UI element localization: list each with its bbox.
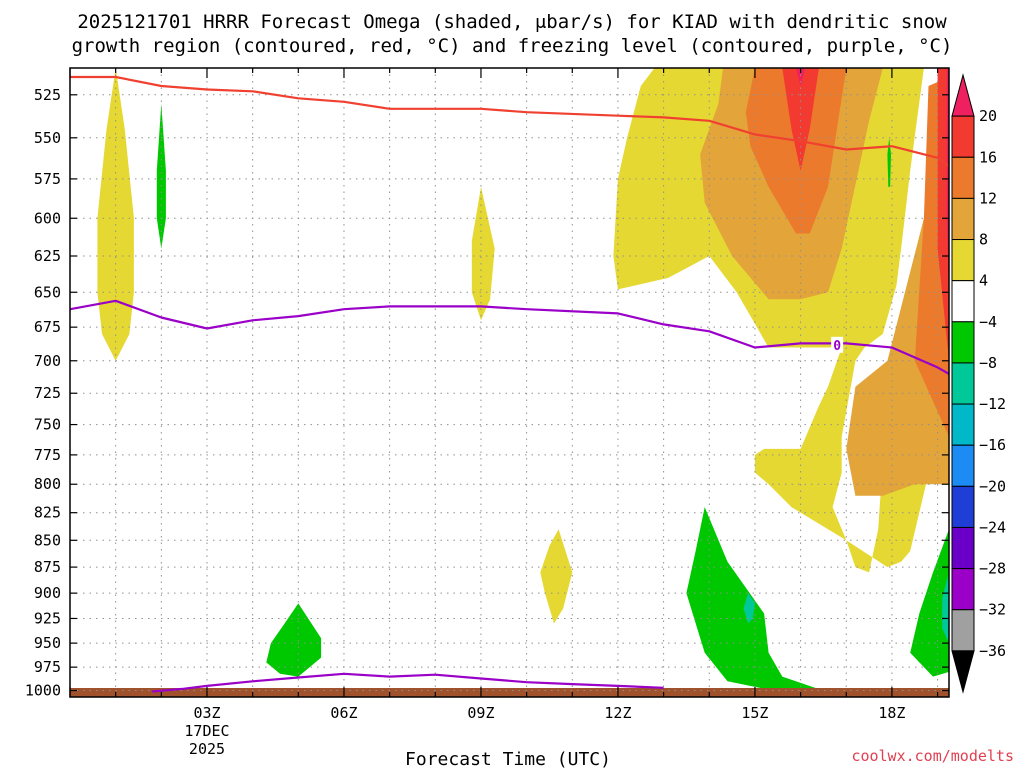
y-tick-label: 625 <box>34 247 61 265</box>
colorbar-swatch <box>951 156 975 199</box>
omega-fill-teal-0 <box>743 593 755 624</box>
x-tick-label: 18Z <box>878 704 905 722</box>
colorbar-swatch <box>951 239 975 282</box>
colorbar-label: −20 <box>979 477 1006 495</box>
omega-fill-green-1 <box>266 603 322 677</box>
y-tick-label: 825 <box>34 504 61 522</box>
x-tick-label: 12Z <box>604 704 631 722</box>
ground-surface <box>70 688 949 697</box>
colorbar-swatch <box>951 280 975 323</box>
y-tick-label: 850 <box>34 531 61 549</box>
colorbar-swatch <box>951 197 975 241</box>
x-tick-label: 03Z <box>193 704 220 722</box>
colorbar-arrow-bottom <box>951 650 975 694</box>
contour-line-2 <box>152 672 664 693</box>
x-tick-label: 06Z <box>330 704 357 722</box>
colorbar-label: −36 <box>979 642 1006 660</box>
colorbar-swatch <box>951 115 975 158</box>
y-tick-label: 1000 <box>25 682 61 700</box>
y-tick-label: 775 <box>34 446 61 464</box>
y-tick-label: 650 <box>34 283 61 301</box>
omega-fill-green-0 <box>156 103 166 249</box>
colorbar-swatch <box>951 362 975 405</box>
contour-label-freezing: 0 <box>833 339 841 354</box>
chart-title-line-2: growth region (contoured, red, °C) and f… <box>72 35 953 57</box>
omega-fill-orange-0 <box>745 68 847 234</box>
y-tick-label: 700 <box>34 352 61 370</box>
colorbar-label: 20 <box>979 107 997 125</box>
colorbar-label: 12 <box>979 189 997 207</box>
x-tick-label: 15Z <box>741 704 768 722</box>
omega-fill-yellow-3 <box>613 68 949 573</box>
colorbar-label: −8 <box>979 354 997 372</box>
temperature-contours: 0 <box>70 75 949 693</box>
colorbar-label: 4 <box>979 272 988 290</box>
omega-fill-yellow-0 <box>97 68 134 361</box>
credit-link[interactable]: coolwx.com/modelts <box>851 747 1014 765</box>
colorbar-label: −32 <box>979 601 1006 619</box>
colorbar-swatch <box>951 321 975 364</box>
y-axis-pressure-ticks: 525 550 575 600 625 650 675 700 725 750 775 800 825 8… <box>25 86 949 700</box>
omega-fill-green-2 <box>686 507 824 691</box>
grid-lines <box>70 68 949 697</box>
omega-shading <box>97 68 949 691</box>
y-tick-label: 875 <box>34 558 61 576</box>
y-tick-label: 725 <box>34 384 61 402</box>
omega-fill-red-1 <box>937 68 949 361</box>
colorbar-swatch <box>951 485 975 528</box>
y-tick-label: 925 <box>34 609 61 627</box>
colorbar-label: 8 <box>979 231 988 249</box>
x-tick-year-label: 2025 <box>189 740 225 758</box>
colorbar-swatch <box>951 568 975 611</box>
y-tick-label: 750 <box>34 416 61 434</box>
contour-line-0 <box>70 75 949 167</box>
colorbar-swatch <box>951 526 975 570</box>
colorbar-swatch <box>951 444 975 487</box>
colorbar-label: −16 <box>979 436 1006 454</box>
omega-fill-green-4 <box>910 529 949 677</box>
colorbar-label: −12 <box>979 395 1006 413</box>
chart-title-line-1: 2025121701 HRRR Forecast Omega (shaded, … <box>77 11 947 33</box>
x-tick-label: 09Z <box>467 704 494 722</box>
plot-frame <box>69 67 950 698</box>
colorbar-legend: 20 16 12 8 4 −4 −8 −12 −16 −20 −24 −28 −32 −36 <box>951 73 1006 694</box>
y-tick-label: 525 <box>34 86 61 104</box>
contour-label-bg <box>831 336 844 353</box>
colorbar-label: −4 <box>979 313 997 331</box>
colorbar-swatch <box>951 403 975 446</box>
y-tick-label: 575 <box>34 170 61 188</box>
omega-fill-red-0 <box>782 68 819 171</box>
omega-fill-green-3 <box>887 137 891 187</box>
y-tick-label: 675 <box>34 318 61 336</box>
y-tick-label: 800 <box>34 475 61 493</box>
omega-fill-pink-0 <box>796 68 806 86</box>
colorbar-swatch <box>951 609 975 652</box>
colorbar-label: −24 <box>979 518 1006 536</box>
x-axis-label: Forecast Time (UTC) <box>405 749 611 768</box>
x-tick-date-label: 17DEC <box>184 722 229 740</box>
colorbar-label: −28 <box>979 560 1006 578</box>
y-tick-label: 950 <box>34 634 61 652</box>
y-tick-label: 600 <box>34 209 61 227</box>
contour-line-1 <box>70 299 949 375</box>
y-tick-label: 550 <box>34 129 61 147</box>
omega-fill-yellow-2 <box>540 529 573 624</box>
y-tick-label: 975 <box>34 658 61 676</box>
omega-fill-yellow-1 <box>471 186 495 321</box>
y-tick-label: 900 <box>34 584 61 602</box>
plot-area: 0 <box>70 68 949 697</box>
omega-fill-teal-1 <box>942 572 949 644</box>
colorbar-label: 16 <box>979 148 997 166</box>
